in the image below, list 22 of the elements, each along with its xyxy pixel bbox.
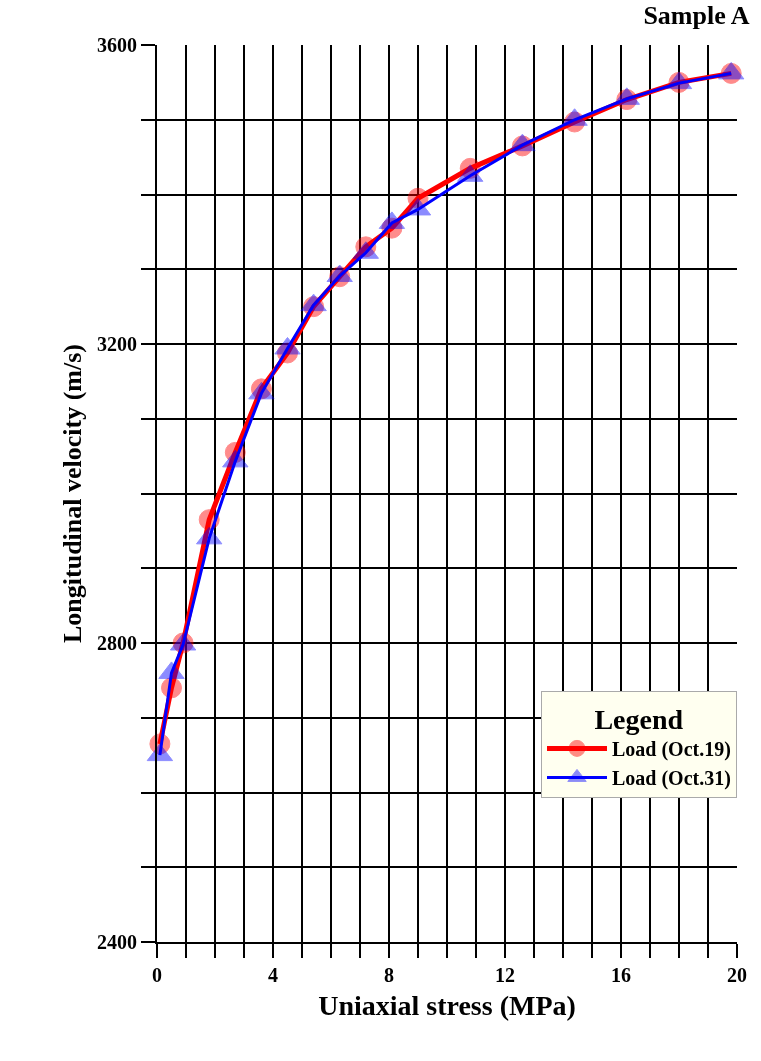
point xyxy=(274,336,301,355)
point xyxy=(509,133,536,152)
x-tick-label: 12 xyxy=(495,964,515,986)
y-axis-title: Longitudinal velocity (m/s) xyxy=(57,343,87,644)
x-tick-label: 4 xyxy=(268,964,278,986)
x-tick-label: 16 xyxy=(611,964,631,986)
chart-title: Sample A xyxy=(643,0,750,30)
x-tick-label: 0 xyxy=(152,964,162,986)
y-tick-label: 2400 xyxy=(97,931,137,953)
x-axis-title: Uniaxial stress (MPa) xyxy=(318,989,576,1021)
x-tick-label: 8 xyxy=(384,964,394,986)
legend-title: Legend xyxy=(594,703,684,735)
point xyxy=(196,526,223,545)
legend-label: Load (Oct.31) xyxy=(612,767,731,791)
point xyxy=(222,449,249,468)
point xyxy=(300,293,327,312)
point xyxy=(718,61,745,80)
legend-label: Load (Oct.19) xyxy=(612,738,731,762)
y-tick-label: 2800 xyxy=(97,632,137,654)
x-tick-label: 20 xyxy=(727,964,747,986)
y-tick-label: 3600 xyxy=(97,34,137,56)
y-tick-label: 3200 xyxy=(97,333,137,355)
